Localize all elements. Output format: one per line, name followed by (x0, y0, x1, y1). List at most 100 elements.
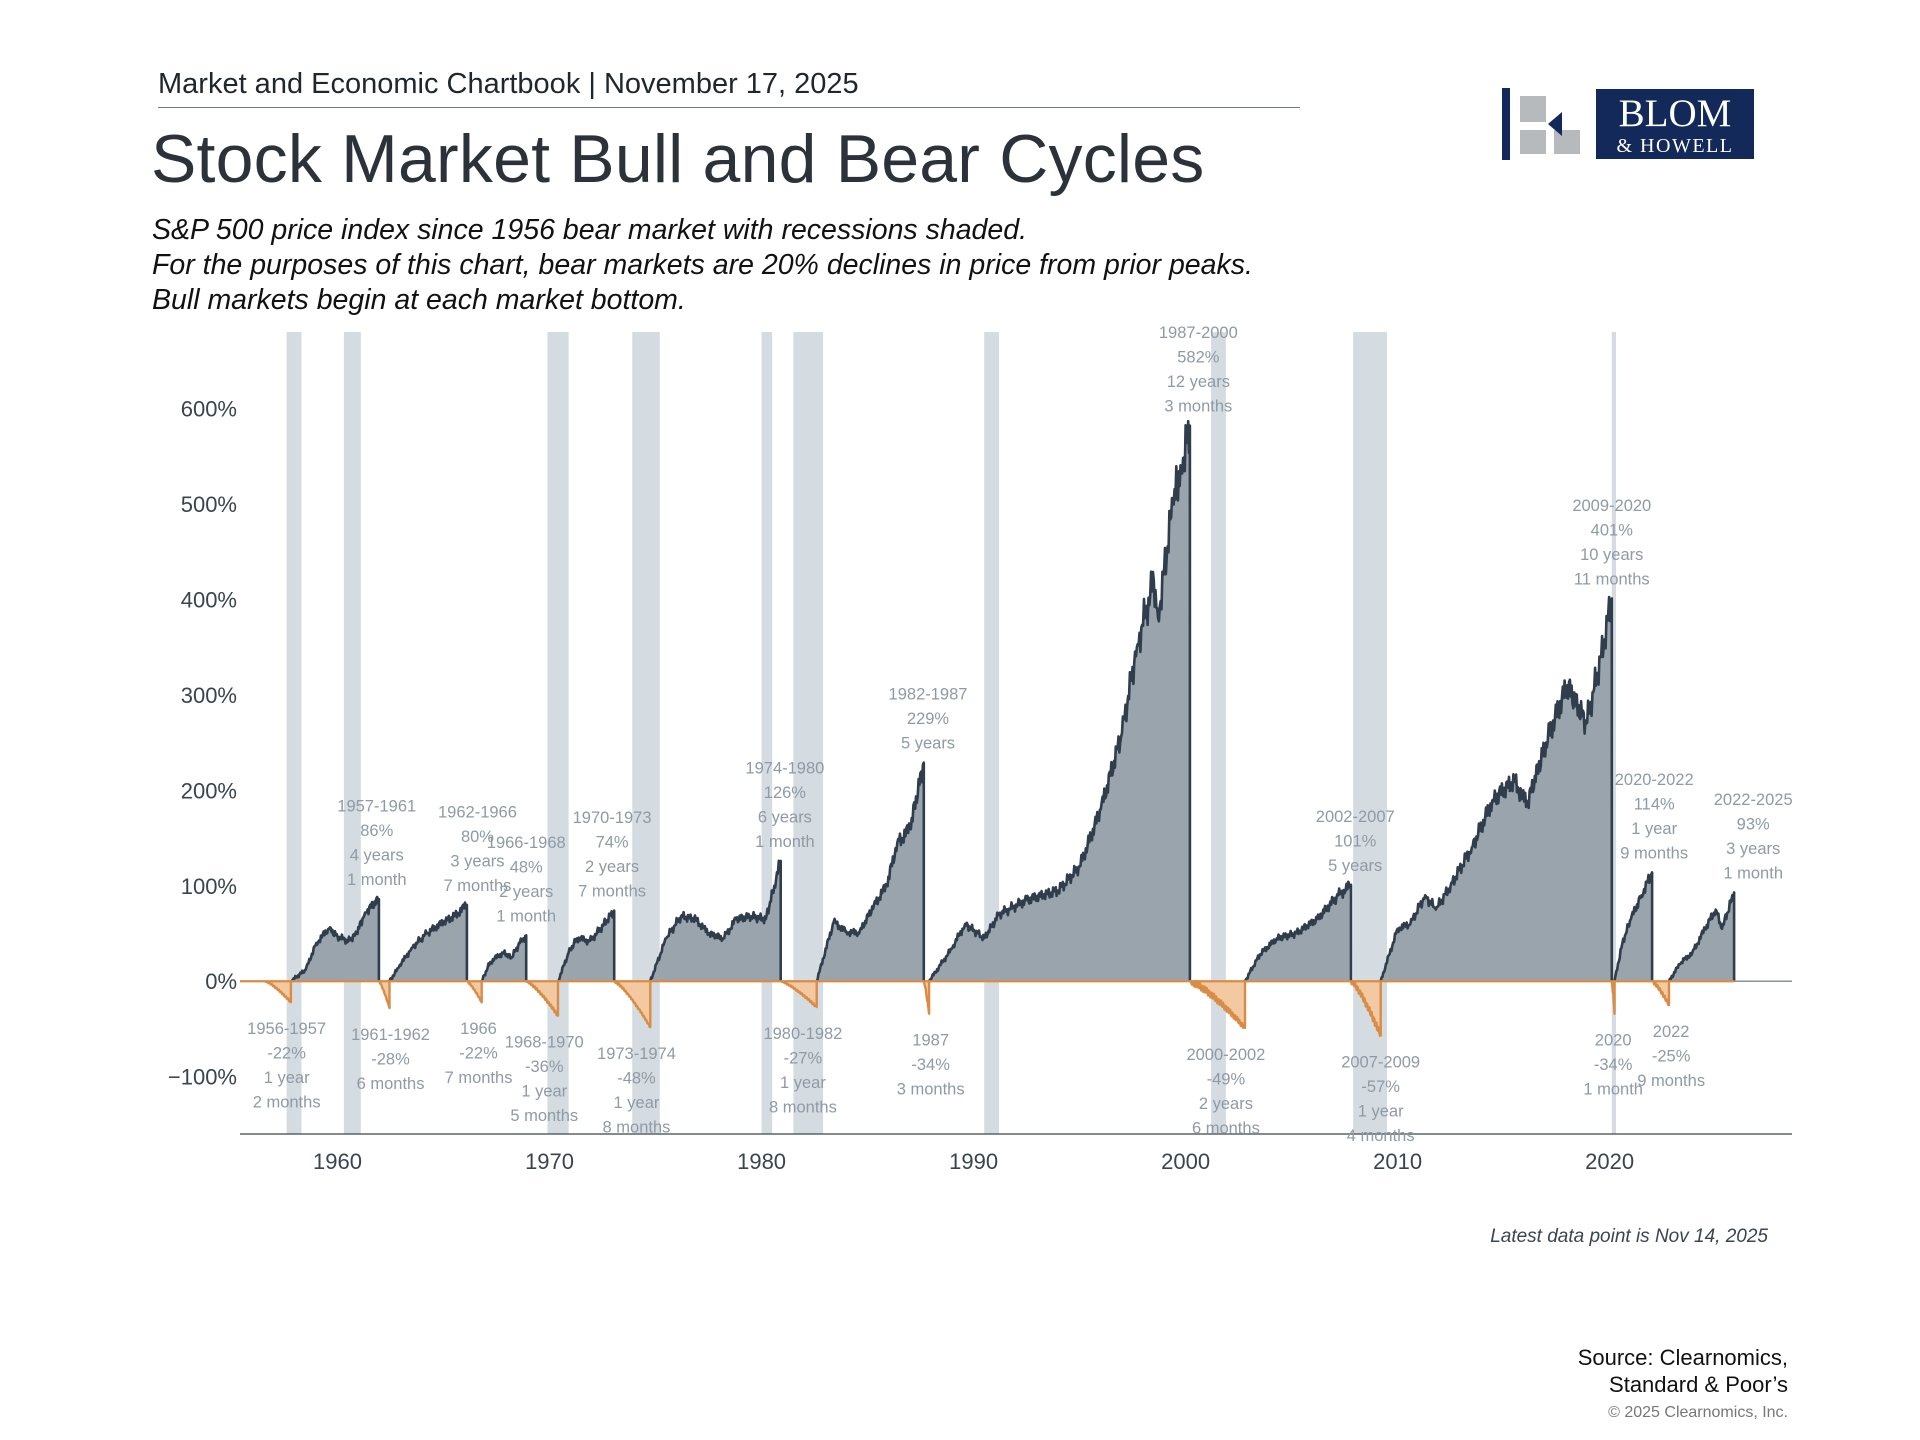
x-tick-label-1980: 1980 (737, 1149, 786, 1174)
bull-label-1-line-1: 80% (461, 828, 494, 846)
bear-label-2-line-2: 7 months (445, 1069, 513, 1087)
bull-label-3: 1970-1973 74% 2 years 7 months (573, 809, 652, 901)
bull-label-6-line-1: 582% (1177, 349, 1220, 367)
bull-label-0-line-2: 4 years (350, 847, 404, 865)
bull-label-8-line-1: 401% (1591, 521, 1634, 539)
bull-label-2-line-1: 48% (510, 858, 543, 876)
logo-navy-block (1596, 89, 1754, 159)
bull-label-7-line-0: 2002-2007 (1316, 808, 1395, 826)
bear-label-0-line-3: 2 months (253, 1094, 321, 1112)
x-tick-label-1990: 1990 (949, 1149, 998, 1174)
recession-band-9 (1611, 332, 1617, 1134)
bear-line-4 (613, 980, 652, 1029)
bear-label-10: 2022 -25% 9 months (1637, 1023, 1705, 1090)
logo-gray-block-2 (1520, 130, 1546, 154)
bull-area-4 (650, 860, 781, 982)
recession-band-4 (761, 332, 773, 1134)
bull-label-9-line-0: 2020-2022 (1615, 771, 1694, 789)
bull-line-1 (388, 901, 469, 982)
bear-line-0 (264, 980, 293, 1004)
bear-label-6: 1987 -34% 3 months (897, 1032, 965, 1099)
bear-label-9-line-0: 2020 (1595, 1032, 1632, 1050)
y-tick-label-1: 0% (205, 969, 237, 994)
bull-label-1-line-0: 1962-1966 (438, 803, 517, 821)
bear-label-3-line-1: -36% (525, 1058, 564, 1076)
bear-label-1: 1961-1962 -28% 6 months (351, 1026, 430, 1093)
bull-label-5-line-1: 229% (907, 710, 950, 728)
bear-line-1 (377, 980, 391, 1010)
bull-label-0-line-3: 1 month (347, 871, 407, 889)
bull-line-0 (290, 895, 381, 983)
bear-label-7-line-1: -49% (1207, 1071, 1246, 1089)
bull-label-5: 1982-1987 229% 5 years (889, 686, 968, 753)
source-line-2: Standard & Poor’s (1609, 1372, 1788, 1397)
bear-area-2 (466, 981, 482, 1003)
y-tick-label-2: 100% (181, 874, 237, 899)
bull-line-6 (927, 419, 1192, 982)
bull-label-10-line-0: 2022-2025 (1714, 791, 1793, 809)
bear-label-8-line-2: 1 year (1358, 1103, 1404, 1121)
bear-label-4-line-2: 1 year (614, 1094, 660, 1112)
market-areas (264, 419, 1736, 1037)
chart-subtitle: S&P 500 price index since 1956 bear mark… (152, 213, 1253, 318)
bull-label-4: 1974-1980 126% 6 years 1 month (745, 759, 824, 851)
bear-label-7-line-2: 2 years (1199, 1095, 1253, 1113)
recession-band-5 (793, 332, 824, 1134)
x-tick-label-1960: 1960 (313, 1149, 362, 1174)
bear-line-8 (1349, 980, 1382, 1037)
bull-label-1-line-3: 7 months (444, 877, 512, 895)
blom-howell-logo: BLOM & HOWELL (1502, 88, 1754, 160)
bull-label-9-line-3: 9 months (1620, 844, 1688, 862)
y-tick-label-6: 500% (181, 492, 237, 517)
bull-label-5-line-2: 5 years (901, 735, 955, 753)
bull-label-6-line-0: 1987-2000 (1159, 324, 1238, 342)
bull-line-9 (1613, 871, 1654, 982)
y-tick-label-7: 600% (181, 396, 237, 421)
bear-area-4 (614, 981, 651, 1028)
bull-line-7 (1243, 880, 1353, 982)
bull-label-8-line-0: 2009-2020 (1572, 497, 1651, 515)
bear-label-0-line-0: 1956-1957 (247, 1020, 326, 1038)
bull-label-2-line-2: 2 years (499, 883, 553, 901)
bull-label-0: 1957-1961 86% 4 years 1 month (337, 798, 416, 890)
recession-band-0 (286, 332, 302, 1134)
bull-label-9-line-2: 1 year (1631, 820, 1677, 838)
bull-label-4-line-3: 1 month (755, 833, 815, 851)
bear-label-8-line-3: 4 months (1347, 1127, 1415, 1145)
bull-label-0-line-1: 86% (360, 822, 393, 840)
bear-line-7 (1189, 980, 1247, 1030)
subtitle-line-2: For the purposes of this chart, bear mar… (152, 249, 1253, 281)
recession-bands (286, 332, 1617, 1134)
bull-label-8: 2009-2020 401% 10 years 11 months (1572, 497, 1651, 589)
bull-line-2 (480, 934, 528, 982)
y-tick-label-3: 200% (181, 778, 237, 803)
bear-label-10-line-0: 2022 (1653, 1023, 1690, 1041)
bull-label-7-line-2: 5 years (1328, 857, 1382, 875)
bull-area-8 (1380, 597, 1612, 982)
recession-band-1 (343, 332, 361, 1134)
bull-label-0-line-0: 1957-1961 (337, 798, 416, 816)
bear-label-3-line-0: 1968-1970 (505, 1034, 584, 1052)
bull-label-7-line-1: 101% (1334, 832, 1377, 850)
bear-label-0-line-2: 1 year (264, 1069, 310, 1087)
bull-line-4 (649, 859, 782, 982)
bear-area-10 (1652, 981, 1669, 1006)
bull-line-10 (1667, 891, 1736, 982)
bear-label-5-line-2: 1 year (780, 1074, 826, 1092)
bear-line-10 (1651, 980, 1671, 1007)
bear-label-5-line-3: 8 months (769, 1099, 837, 1117)
copyright: © 2025 Clearnomics, Inc. (1608, 1404, 1788, 1421)
logo-bar (1502, 88, 1510, 160)
bull-label-9: 2020-2022 114% 1 year 9 months (1615, 771, 1694, 863)
page-title: Stock Market Bull and Bear Cycles (151, 121, 1205, 197)
bull-label-10: 2022-2025 93% 3 years 1 month (1714, 791, 1793, 883)
source-line-1: Source: Clearnomics, (1577, 1345, 1788, 1370)
bear-label-7: 2000-2002 -49% 2 years 6 months (1186, 1046, 1265, 1138)
bull-label-9-line-1: 114% (1634, 795, 1675, 813)
bear-label-9-line-2: 1 month (1583, 1081, 1643, 1099)
bull-line-8 (1379, 595, 1614, 982)
bear-label-1-line-0: 1961-1962 (351, 1026, 430, 1044)
bull-label-4-line-1: 126% (764, 784, 807, 802)
source-note: Source: Clearnomics, Standard & Poor’s (1578, 1344, 1788, 1398)
